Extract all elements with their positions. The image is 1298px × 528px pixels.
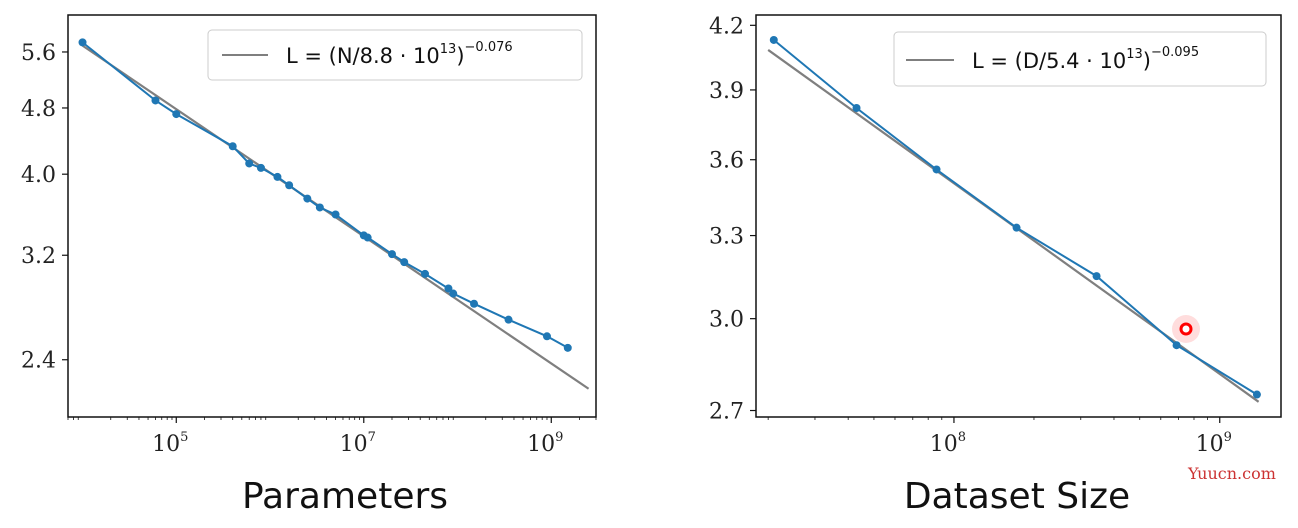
data-point	[172, 110, 181, 119]
parameters-chart: 2.4 3.2 4.0 4.8 5.6 105 107 109 L = (N/8.8 · 1…	[21, 14, 597, 517]
data-point	[303, 194, 312, 203]
data-point	[470, 299, 479, 308]
data-point	[1172, 341, 1181, 350]
y-tick-label: 3.0	[709, 308, 744, 333]
plot-frame	[67, 14, 597, 418]
x-tick-label: 109	[527, 430, 563, 457]
data-point	[363, 233, 372, 242]
data-point	[1252, 390, 1261, 399]
data-point	[563, 343, 572, 352]
y-tick-label: 4.0	[21, 163, 56, 188]
x-tick-label: 109	[1196, 430, 1232, 457]
y-tick-label: 4.2	[709, 14, 744, 39]
data-point	[504, 315, 513, 324]
y-tick-label: 3.6	[709, 149, 744, 174]
data-point	[256, 163, 265, 172]
y-tick-label: 3.9	[709, 79, 744, 104]
legend: L = (D/5.4 · 1013)−0.095	[893, 31, 1267, 87]
data-point	[932, 165, 941, 174]
data-point	[78, 38, 87, 47]
data-point	[315, 203, 324, 212]
data-point	[285, 181, 294, 190]
data-point	[151, 96, 160, 105]
x-axis-label: Dataset Size	[904, 476, 1130, 517]
series-line	[81, 41, 569, 349]
y-tick-label: 4.8	[21, 97, 56, 122]
y-tick-label: 3.3	[709, 225, 744, 250]
data-point	[331, 210, 340, 219]
x-tick-label: 107	[340, 430, 376, 457]
data-point	[769, 35, 778, 44]
data-point	[1012, 223, 1021, 232]
data-point	[273, 172, 282, 181]
x-axis-label: Parameters	[242, 476, 448, 517]
y-tick-label: 3.2	[21, 244, 56, 269]
plot-frame	[755, 14, 1282, 418]
data-point	[245, 159, 254, 168]
legend-box	[893, 31, 1267, 87]
data-point	[852, 103, 861, 112]
data-point	[228, 142, 237, 151]
data-point	[1092, 272, 1101, 281]
data-point	[421, 269, 430, 278]
legend: L = (N/8.8 · 1013)−0.076	[207, 29, 583, 81]
data-point	[449, 289, 458, 298]
data-point	[444, 284, 453, 293]
legend-box	[207, 29, 583, 81]
cursor-marker	[1172, 315, 1200, 343]
watermark: Yuucn.com	[1187, 464, 1276, 483]
data-point	[387, 250, 396, 259]
y-tick-label: 2.4	[21, 349, 56, 374]
data-point	[542, 332, 551, 341]
x-tick-label: 105	[152, 430, 188, 457]
y-tick-label: 2.7	[709, 400, 744, 425]
data-point	[400, 258, 409, 267]
dataset-size-chart: 2.7 3.0 3.3 3.6 3.9 4.2 108 109 L = (D/5.4 · 1…	[709, 14, 1282, 517]
y-tick-label: 5.6	[21, 41, 56, 66]
legend-label: L = (D/5.4 · 1013)−0.095	[972, 45, 1199, 73]
legend-label: L = (N/8.8 · 1013)−0.076	[286, 40, 513, 68]
x-tick-label: 108	[930, 430, 966, 457]
